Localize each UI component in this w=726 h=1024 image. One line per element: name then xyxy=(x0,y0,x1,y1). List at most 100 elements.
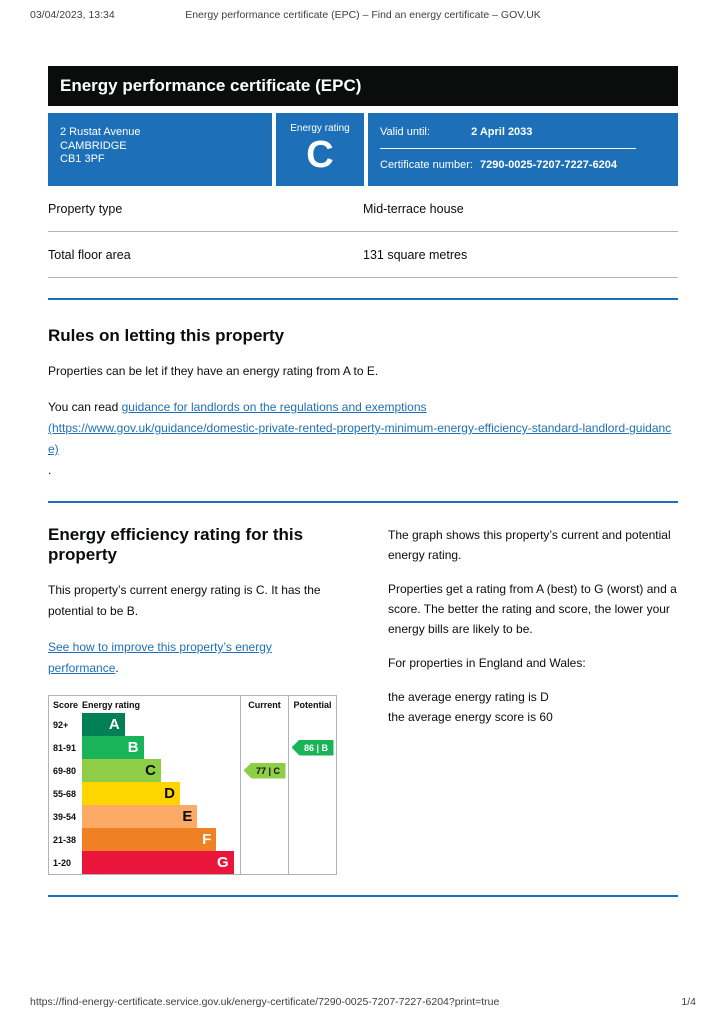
potential-column-cell xyxy=(288,713,336,736)
floor-area-label: Total floor area xyxy=(48,248,131,262)
average-rating-line: the average energy rating is D xyxy=(388,690,549,704)
address-line-1: 2 Rustat Avenue xyxy=(60,126,141,138)
letting-rule-paragraph: Properties can be let if they have an en… xyxy=(48,364,379,378)
potential-column-cell xyxy=(288,851,336,874)
improve-performance-link[interactable]: See how to improve this property’s energ… xyxy=(48,640,272,675)
chart-header-score: Score xyxy=(53,699,79,710)
print-datetime: 03/04/2023, 13:34 xyxy=(30,9,115,21)
landlord-guidance-link-url: (https://www.gov.uk/guidance/domestic-pr… xyxy=(48,421,672,456)
epc-band-row: 92+ A xyxy=(49,713,336,736)
current-column-cell xyxy=(240,828,288,851)
band-cell: D xyxy=(82,782,240,805)
current-column-cell xyxy=(240,713,288,736)
chart-header-potential: Potential xyxy=(288,696,336,713)
improve-link-suffix: . xyxy=(115,661,119,675)
epc-band-row: 1-20 G xyxy=(49,851,336,874)
potential-column-cell xyxy=(288,805,336,828)
band-score-label: 1-20 xyxy=(53,857,72,868)
table-row: Property type Mid-terrace house xyxy=(48,186,678,232)
valid-until-value: 2 April 2033 xyxy=(471,126,533,138)
band-cell: G xyxy=(82,851,240,874)
band-cell: F xyxy=(82,828,240,851)
summary-panel: 2 Rustat Avenue CAMBRIDGE CB1 3PF Energy… xyxy=(48,113,678,186)
landlord-guidance-link[interactable]: guidance for landlords on the regulation… xyxy=(48,400,678,456)
certificate-page: Energy performance certificate (EPC) 2 R… xyxy=(48,66,678,897)
valid-until-row: Valid until: 2 April 2033 xyxy=(380,126,666,138)
epc-band-row: 21-38 F xyxy=(49,828,336,851)
current-column-cell xyxy=(240,782,288,805)
band-cell: B xyxy=(82,736,240,759)
potential-column-cell xyxy=(288,759,336,782)
improve-link-paragraph: See how to improve this property’s energ… xyxy=(48,637,340,679)
current-column-cell xyxy=(240,805,288,828)
band-bar-e: E xyxy=(82,805,198,828)
band-bar-a: A xyxy=(82,713,125,736)
england-wales-paragraph: For properties in England and Wales: xyxy=(388,656,586,670)
valid-until-label: Valid until: xyxy=(380,126,430,138)
band-cell: E xyxy=(82,805,240,828)
print-page-title: Energy performance certificate (EPC) – F… xyxy=(185,9,541,21)
print-footer-url: https://find-energy-certificate.service.… xyxy=(30,996,500,1008)
guidance-text-prefix: You can read xyxy=(48,400,122,414)
energy-rating-label: Energy rating xyxy=(290,123,350,134)
current-column-cell: 77 | C xyxy=(240,759,288,782)
landlord-guidance-link-text: guidance for landlords on the regulation… xyxy=(121,400,427,414)
current-column-cell xyxy=(240,736,288,759)
section-divider xyxy=(48,895,678,897)
band-score-label: 21-38 xyxy=(53,834,77,845)
section-divider xyxy=(48,298,678,300)
certificate-number-value: 7290-0025-7207-7227-6204 xyxy=(480,159,618,171)
current-rating-paragraph: This property’s current energy rating is… xyxy=(48,583,321,618)
band-score-label: 81-91 xyxy=(53,742,77,753)
band-bar-b: B xyxy=(82,736,144,759)
table-row: Total floor area 131 square metres xyxy=(48,232,678,278)
average-score-line: the average energy score is 60 xyxy=(388,710,553,724)
potential-column-cell: 86 | B xyxy=(288,736,336,759)
potential-rating-tag: 86 | B xyxy=(291,739,334,756)
potential-column-cell xyxy=(288,782,336,805)
epc-chart-header: Score Energy rating Current Potential xyxy=(49,696,336,713)
band-bar-g: G xyxy=(82,851,234,874)
epc-band-row: 55-68 D xyxy=(49,782,336,805)
validity-divider xyxy=(380,148,636,149)
band-score-label: 69-80 xyxy=(53,765,77,776)
potential-column-cell xyxy=(288,828,336,851)
property-address: 2 Rustat Avenue CAMBRIDGE CB1 3PF xyxy=(48,113,272,186)
property-type-value: Mid-terrace house xyxy=(363,202,464,216)
certificate-number-label: Certificate number: xyxy=(380,159,473,171)
chart-header-current: Current xyxy=(240,696,288,713)
rating-scale-paragraph: Properties get a rating from A (best) to… xyxy=(388,582,677,636)
band-cell: C xyxy=(82,759,240,782)
epc-chart-rows: 92+ A 81-91 B 86 | B 69-80 C 77 | C 55-68 D 39-54 E… xyxy=(49,713,336,874)
band-score-label: 55-68 xyxy=(53,788,77,799)
page-title-banner: Energy performance certificate (EPC) xyxy=(48,66,678,106)
energy-rating-box: Energy rating C xyxy=(276,113,364,186)
band-cell: A xyxy=(82,713,240,736)
print-page-number: 1/4 xyxy=(681,996,696,1008)
property-type-label: Property type xyxy=(48,202,123,216)
chart-header-energy-rating: Energy rating xyxy=(82,699,141,710)
band-score-label: 92+ xyxy=(53,719,69,730)
band-bar-f: F xyxy=(82,828,217,851)
current-column-cell xyxy=(240,851,288,874)
epc-band-row: 39-54 E xyxy=(49,805,336,828)
improve-performance-link-text: See how to improve this property’s energ… xyxy=(48,640,272,675)
section-divider xyxy=(48,501,678,503)
band-bar-c: C xyxy=(82,759,161,782)
graph-explainer-paragraph: The graph shows this property’s current … xyxy=(388,528,671,562)
epc-rating-chart: Score Energy rating Current Potential 92… xyxy=(48,695,337,875)
epc-band-row: 81-91 B 86 | B xyxy=(49,736,336,759)
address-line-2: CAMBRIDGE xyxy=(60,139,127,152)
efficiency-right-column: The graph shows this property’s current … xyxy=(388,525,678,875)
address-line-3: CB1 3PF xyxy=(60,153,105,165)
band-score-label: 39-54 xyxy=(53,811,77,822)
page-title: Energy performance certificate (EPC) xyxy=(60,76,362,95)
efficiency-heading: Energy efficiency rating for this proper… xyxy=(48,525,304,564)
letting-guidance-paragraph: You can read guidance for landlords on t… xyxy=(48,397,678,481)
efficiency-left-column: Energy efficiency rating for this proper… xyxy=(48,525,340,875)
print-header: 03/04/2023, 13:34 Energy performance cer… xyxy=(0,9,726,21)
guidance-text-suffix: . xyxy=(48,463,52,477)
epc-band-row: 69-80 C 77 | C xyxy=(49,759,336,782)
energy-rating-value: C xyxy=(306,134,334,176)
rules-heading: Rules on letting this property xyxy=(48,326,285,345)
